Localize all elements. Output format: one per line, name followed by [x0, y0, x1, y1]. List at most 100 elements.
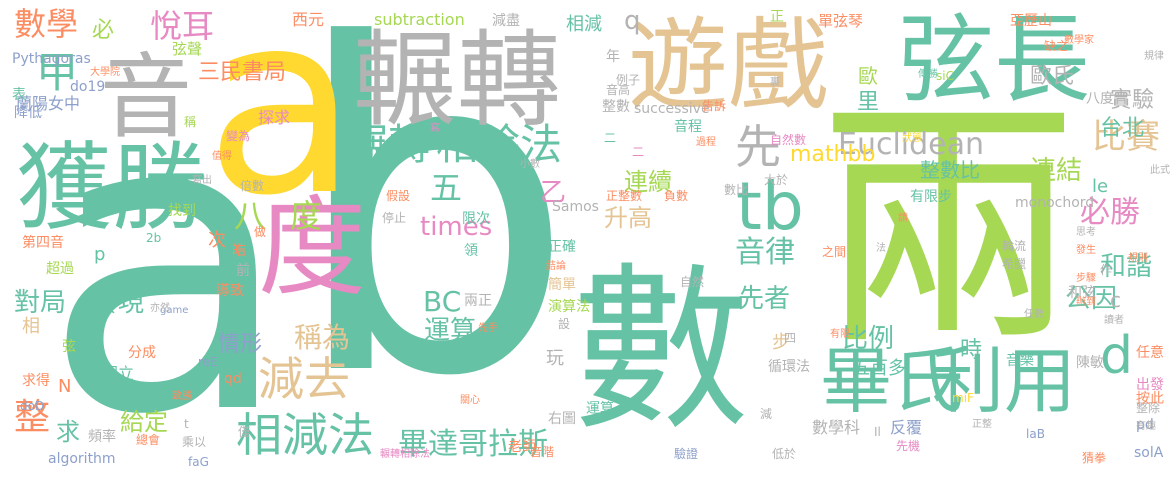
cloud-word: 比賽 — [1092, 117, 1160, 157]
cloud-word: game — [160, 305, 189, 316]
cloud-word: 和弦 — [1068, 285, 1096, 301]
cloud-word: 音樂 — [1006, 353, 1034, 369]
cloud-word: 二 — [632, 145, 645, 159]
cloud-word: 歐 — [858, 64, 878, 88]
cloud-word: 國立 — [102, 364, 135, 383]
cloud-word: 演算法 — [548, 299, 590, 315]
cloud-word: 弦聲 — [172, 40, 203, 58]
cloud-word: 步驟 — [1076, 273, 1096, 284]
cloud-word: 2b — [146, 231, 162, 245]
cloud-word: 此式 — [1150, 165, 1170, 176]
cloud-word: 告訴 — [702, 99, 727, 113]
cloud-word: 運算 — [586, 401, 614, 417]
cloud-word: mathbb — [790, 142, 876, 167]
cloud-word: 狀態 — [902, 133, 922, 144]
cloud-word: Pythagoras — [12, 51, 91, 67]
cloud-word: 輾轉 — [346, 120, 431, 169]
cloud-word: 比例 — [842, 324, 895, 354]
cloud-word: 探求 — [258, 108, 291, 127]
cloud-word: 皓 — [232, 243, 246, 259]
cloud-word: 絕招 — [424, 348, 472, 376]
cloud-word: 超過 — [46, 261, 74, 277]
cloud-word: Samos — [552, 199, 599, 215]
cloud-word: 變為 — [226, 129, 251, 143]
cloud-word: Il — [874, 425, 881, 439]
cloud-word: 正整 — [972, 419, 992, 430]
cloud-word: BC — [423, 285, 462, 318]
cloud-word: 倍數 — [240, 179, 265, 193]
cloud-word: 數學家 — [1064, 35, 1094, 46]
cloud-word: 蘭陽女中 — [16, 94, 81, 113]
cloud-word: 思考 — [1076, 227, 1096, 238]
cloud-word: 亦然 — [150, 303, 170, 314]
cloud-word: 低於 — [772, 447, 797, 461]
cloud-word: 老師 — [508, 439, 536, 455]
cloud-word: 循環法 — [768, 359, 810, 375]
cloud-word: le — [1092, 176, 1109, 197]
cloud-word: 猜拳 — [1082, 451, 1107, 465]
cloud-word: 稱為 — [294, 321, 351, 354]
cloud-word: faG — [188, 455, 209, 469]
cloud-word: 數學科 — [812, 418, 861, 437]
cloud-word: 遊戲 — [628, 7, 828, 124]
cloud-word: 結論 — [546, 261, 566, 272]
cloud-word: 停止 — [382, 211, 407, 225]
cloud-word: 總會 — [136, 433, 161, 447]
cloud-word: 乙 — [540, 178, 567, 208]
cloud-word: 相 — [22, 316, 40, 337]
cloud-word: 年 — [606, 49, 620, 65]
cloud-word: reE — [198, 355, 218, 369]
cloud-word: 連結 — [1030, 156, 1083, 186]
cloud-word: 情形 — [218, 332, 263, 357]
cloud-word: 給定 — [120, 408, 168, 436]
cloud-word: 音高 — [606, 83, 631, 97]
cloud-word: 正 — [770, 9, 784, 25]
cloud-word: 亞歷山 — [1010, 13, 1052, 29]
cloud-word: 實驗 — [1110, 88, 1155, 113]
cloud-word: 三 — [234, 301, 248, 317]
cloud-word: 自然 — [680, 275, 705, 289]
cloud-word: 減盡 — [492, 13, 520, 29]
cloud-word: 傳勝 — [918, 69, 938, 80]
cloud-word: 五 — [430, 169, 463, 207]
cloud-word: 請 — [898, 213, 908, 224]
cloud-word: 作 — [1100, 263, 1113, 277]
cloud-word: 西元 — [292, 10, 325, 29]
cloud-word: 之間 — [822, 245, 847, 259]
cloud-word: 正確 — [548, 239, 576, 255]
cloud-word: laB — [1026, 427, 1045, 441]
cloud-word: 辦到 — [1076, 297, 1096, 308]
cloud-word: 對局 — [14, 288, 67, 318]
cloud-word: 音 — [100, 44, 193, 151]
cloud-word: do19 — [70, 79, 106, 95]
cloud-word: 五百多 — [852, 358, 906, 379]
cloud-word: 輾轉相除法 — [380, 449, 430, 460]
cloud-word: 減 — [760, 407, 773, 421]
cloud-word: 弦 — [62, 339, 76, 355]
cloud-word: 必勝 — [1080, 195, 1140, 230]
cloud-word: 相減 — [566, 14, 602, 35]
cloud-word: 大於 — [764, 173, 789, 187]
cloud-word: 利用 — [932, 339, 1077, 423]
cloud-word: 前 — [236, 263, 250, 279]
cloud-word: 必 — [92, 18, 115, 43]
cloud-word: b — [290, 0, 576, 475]
cloud-word: 數比 — [724, 183, 749, 197]
cloud-word: 獲勝 — [16, 132, 208, 244]
cloud-word: doD — [20, 399, 45, 413]
cloud-word: 公因 — [1065, 284, 1118, 314]
cloud-word: 求得 — [22, 373, 50, 389]
cloud-word: 運算 — [424, 316, 477, 346]
cloud-word: d — [1100, 326, 1134, 386]
cloud-word: 畢達哥拉斯 — [398, 427, 548, 462]
cloud-word: siC — [936, 69, 954, 83]
cloud-word: 先機 — [896, 439, 921, 453]
cloud-word: 減去 — [258, 352, 350, 406]
cloud-word: 致勝 — [172, 391, 192, 402]
cloud-word: 缺之 — [1044, 39, 1069, 53]
cloud-word: 任意 — [1136, 345, 1164, 361]
cloud-word: 限次 — [462, 211, 490, 227]
cloud-word: 台北 — [1100, 116, 1145, 141]
cloud-word: times — [420, 212, 493, 242]
cloud-word: 輾轉 — [353, 19, 562, 141]
